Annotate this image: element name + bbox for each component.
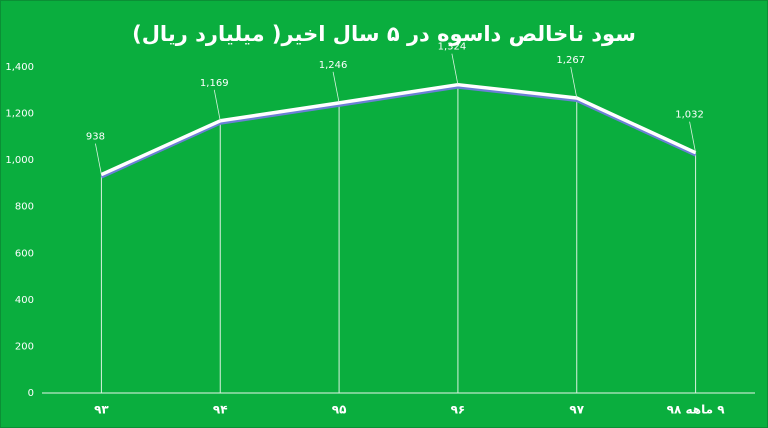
y-tick-label: 800: [15, 202, 34, 213]
y-tick-label: 200: [15, 341, 34, 352]
x-tick-label: ۹۳: [94, 403, 109, 417]
x-tick-label: ۹۶: [451, 403, 466, 417]
leader-line: [689, 121, 696, 153]
y-tick-label: 1,200: [5, 109, 34, 120]
data-label: 1,246: [319, 60, 348, 71]
leader-line: [451, 53, 459, 85]
leader-line: [332, 71, 340, 103]
x-tick-label: ۹ ماهه ۹۸: [667, 403, 726, 417]
x-tick-label: ۹۵: [332, 403, 347, 417]
y-tick-label: 0: [28, 388, 34, 399]
line-shadow: [100, 85, 697, 179]
leader-line: [213, 89, 221, 121]
y-tick-label: 1,400: [5, 62, 34, 73]
x-tick-label: ۹۷: [569, 403, 584, 417]
data-label: 1,169: [200, 78, 229, 89]
x-tick-label: ۹۴: [213, 403, 228, 417]
line: [100, 82, 697, 177]
chart-title: سود ناخالص داسوه در ۵ سال اخیر( میلیارد …: [132, 22, 636, 46]
y-tick-label: 600: [15, 248, 34, 259]
leader-line: [570, 66, 578, 99]
y-tick-label: 1,000: [5, 155, 34, 166]
leader-line: [95, 143, 102, 175]
data-label: 1,267: [556, 55, 585, 66]
data-label: 938: [86, 132, 105, 143]
data-label: 1,032: [675, 110, 704, 121]
data-label: 1,324: [438, 42, 467, 53]
y-tick-label: 400: [15, 295, 34, 306]
